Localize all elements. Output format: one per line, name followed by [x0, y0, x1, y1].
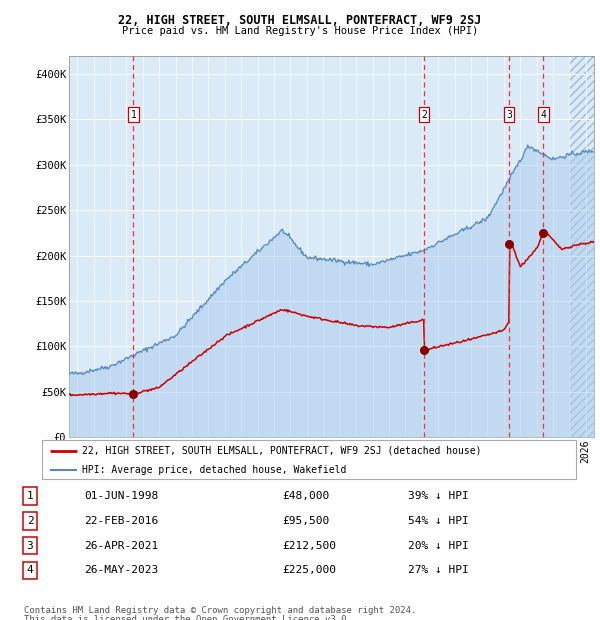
- Text: Price paid vs. HM Land Registry's House Price Index (HPI): Price paid vs. HM Land Registry's House …: [122, 26, 478, 36]
- Text: 39% ↓ HPI: 39% ↓ HPI: [408, 491, 469, 501]
- Text: 3: 3: [26, 541, 34, 551]
- Text: 27% ↓ HPI: 27% ↓ HPI: [408, 565, 469, 575]
- Text: 1: 1: [26, 491, 34, 501]
- Text: £212,500: £212,500: [282, 541, 336, 551]
- Text: 2: 2: [26, 516, 34, 526]
- Text: 22, HIGH STREET, SOUTH ELMSALL, PONTEFRACT, WF9 2SJ: 22, HIGH STREET, SOUTH ELMSALL, PONTEFRA…: [118, 14, 482, 27]
- Text: 20% ↓ HPI: 20% ↓ HPI: [408, 541, 469, 551]
- Text: 01-JUN-1998: 01-JUN-1998: [84, 491, 158, 501]
- Text: 54% ↓ HPI: 54% ↓ HPI: [408, 516, 469, 526]
- Text: £48,000: £48,000: [282, 491, 329, 501]
- Text: 4: 4: [540, 110, 546, 120]
- Text: HPI: Average price, detached house, Wakefield: HPI: Average price, detached house, Wake…: [82, 465, 346, 475]
- Text: 2: 2: [421, 110, 427, 120]
- Text: 4: 4: [26, 565, 34, 575]
- Text: 3: 3: [506, 110, 512, 120]
- Text: 22-FEB-2016: 22-FEB-2016: [84, 516, 158, 526]
- Text: This data is licensed under the Open Government Licence v3.0.: This data is licensed under the Open Gov…: [24, 615, 352, 620]
- Text: £95,500: £95,500: [282, 516, 329, 526]
- FancyBboxPatch shape: [42, 440, 576, 479]
- Text: 26-MAY-2023: 26-MAY-2023: [84, 565, 158, 575]
- Text: 22, HIGH STREET, SOUTH ELMSALL, PONTEFRACT, WF9 2SJ (detached house): 22, HIGH STREET, SOUTH ELMSALL, PONTEFRA…: [82, 446, 482, 456]
- Text: Contains HM Land Registry data © Crown copyright and database right 2024.: Contains HM Land Registry data © Crown c…: [24, 606, 416, 616]
- Text: £225,000: £225,000: [282, 565, 336, 575]
- Text: 1: 1: [130, 110, 136, 120]
- Bar: [569, 56, 594, 437]
- Text: 26-APR-2021: 26-APR-2021: [84, 541, 158, 551]
